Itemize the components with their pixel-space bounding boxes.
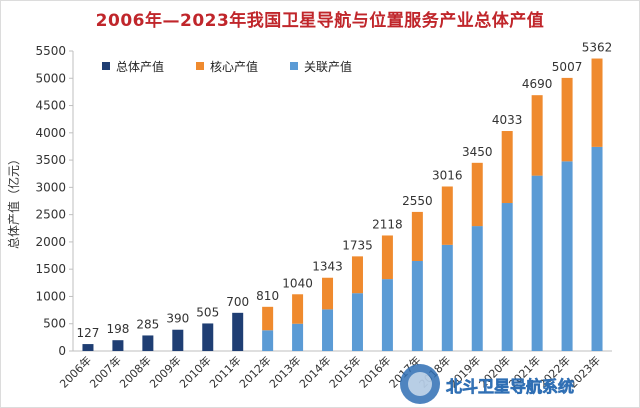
- bar-total: [142, 335, 154, 351]
- x-tick-label: 2006年: [57, 353, 94, 390]
- bar-related: [591, 146, 603, 351]
- x-tick-label: 2009年: [146, 353, 183, 390]
- bar-related: [262, 330, 274, 351]
- bar-related: [351, 293, 363, 351]
- bar-core: [322, 277, 334, 310]
- data-label: 1343: [312, 260, 343, 274]
- legend-label: 关联产值: [304, 59, 352, 74]
- bar-core: [381, 235, 393, 280]
- y-tick-label: 3000: [35, 180, 66, 194]
- data-label: 2550: [402, 194, 433, 208]
- bar-related: [381, 279, 393, 351]
- bar-related: [292, 323, 304, 351]
- bar-core: [561, 77, 573, 162]
- bar-core: [531, 95, 543, 176]
- data-label: 4690: [522, 77, 553, 91]
- data-label: 700: [226, 295, 249, 309]
- legend-label: 核心产值: [210, 59, 258, 74]
- legend-swatch: [102, 62, 110, 70]
- data-label: 3016: [432, 168, 463, 182]
- data-label: 2118: [372, 217, 403, 231]
- legend-label: 总体产值: [116, 59, 164, 74]
- legend-swatch: [196, 62, 204, 70]
- y-tick-label: 5500: [35, 44, 66, 58]
- x-tick-label: 2013年: [266, 353, 303, 390]
- data-label: 5362: [582, 41, 613, 55]
- x-tick-label: 2008年: [117, 353, 154, 390]
- watermark-logo-inner: [408, 372, 432, 396]
- bar-core: [501, 131, 513, 204]
- bar-total: [112, 340, 124, 351]
- data-label: 810: [256, 289, 279, 303]
- x-tick-label: 2007年: [87, 353, 124, 390]
- bar-core: [591, 58, 603, 147]
- y-tick-label: 3500: [35, 153, 66, 167]
- bar-related: [531, 175, 543, 351]
- x-tick-label: 2014年: [296, 353, 333, 390]
- legend-swatch: [290, 62, 298, 70]
- bar-total: [82, 344, 94, 351]
- bar-core: [351, 256, 363, 294]
- y-tick-label: 2500: [35, 208, 66, 222]
- data-label: 505: [196, 305, 219, 319]
- data-label: 4033: [492, 113, 523, 127]
- data-label: 3450: [462, 145, 493, 159]
- bar-related: [441, 244, 453, 351]
- bar-related: [411, 261, 423, 351]
- y-tick-label: 2000: [35, 235, 66, 249]
- data-label: 127: [77, 326, 100, 340]
- bar-total: [172, 329, 184, 351]
- bar-related: [471, 226, 483, 351]
- bar-core: [411, 211, 423, 261]
- watermark-text: 北斗卫星导航系统: [446, 377, 574, 396]
- bar-core: [292, 294, 304, 324]
- x-tick-label: 2012年: [236, 353, 273, 390]
- bar-total: [202, 323, 214, 351]
- bar-core: [471, 162, 483, 227]
- bar-total: [232, 312, 244, 351]
- data-label: 1040: [282, 276, 313, 290]
- bar-related: [501, 203, 513, 351]
- data-label: 1735: [342, 238, 373, 252]
- data-label: 285: [136, 317, 159, 331]
- y-tick-label: 4000: [35, 126, 66, 140]
- bar-core: [441, 186, 453, 245]
- data-label: 5007: [552, 60, 583, 74]
- x-tick-label: 2016年: [356, 353, 393, 390]
- bar-related: [322, 309, 334, 351]
- y-tick-label: 1500: [35, 262, 66, 276]
- chart-title: 2006年—2023年我国卫星导航与位置服务产业总体产值: [95, 11, 545, 31]
- data-label: 390: [166, 312, 189, 326]
- bar-core: [262, 306, 274, 331]
- y-tick-label: 5000: [35, 71, 66, 85]
- y-tick-label: 4500: [35, 99, 66, 113]
- data-label: 198: [106, 322, 129, 336]
- bar-related: [561, 161, 573, 351]
- y-tick-label: 0: [58, 344, 66, 358]
- y-axis-label: 总体产值（亿元）: [6, 153, 21, 249]
- y-tick-label: 500: [43, 317, 66, 331]
- y-tick-label: 1000: [35, 289, 66, 303]
- x-tick-label: 2010年: [176, 353, 213, 390]
- x-tick-label: 2015年: [326, 353, 363, 390]
- x-tick-label: 2011年: [206, 353, 243, 390]
